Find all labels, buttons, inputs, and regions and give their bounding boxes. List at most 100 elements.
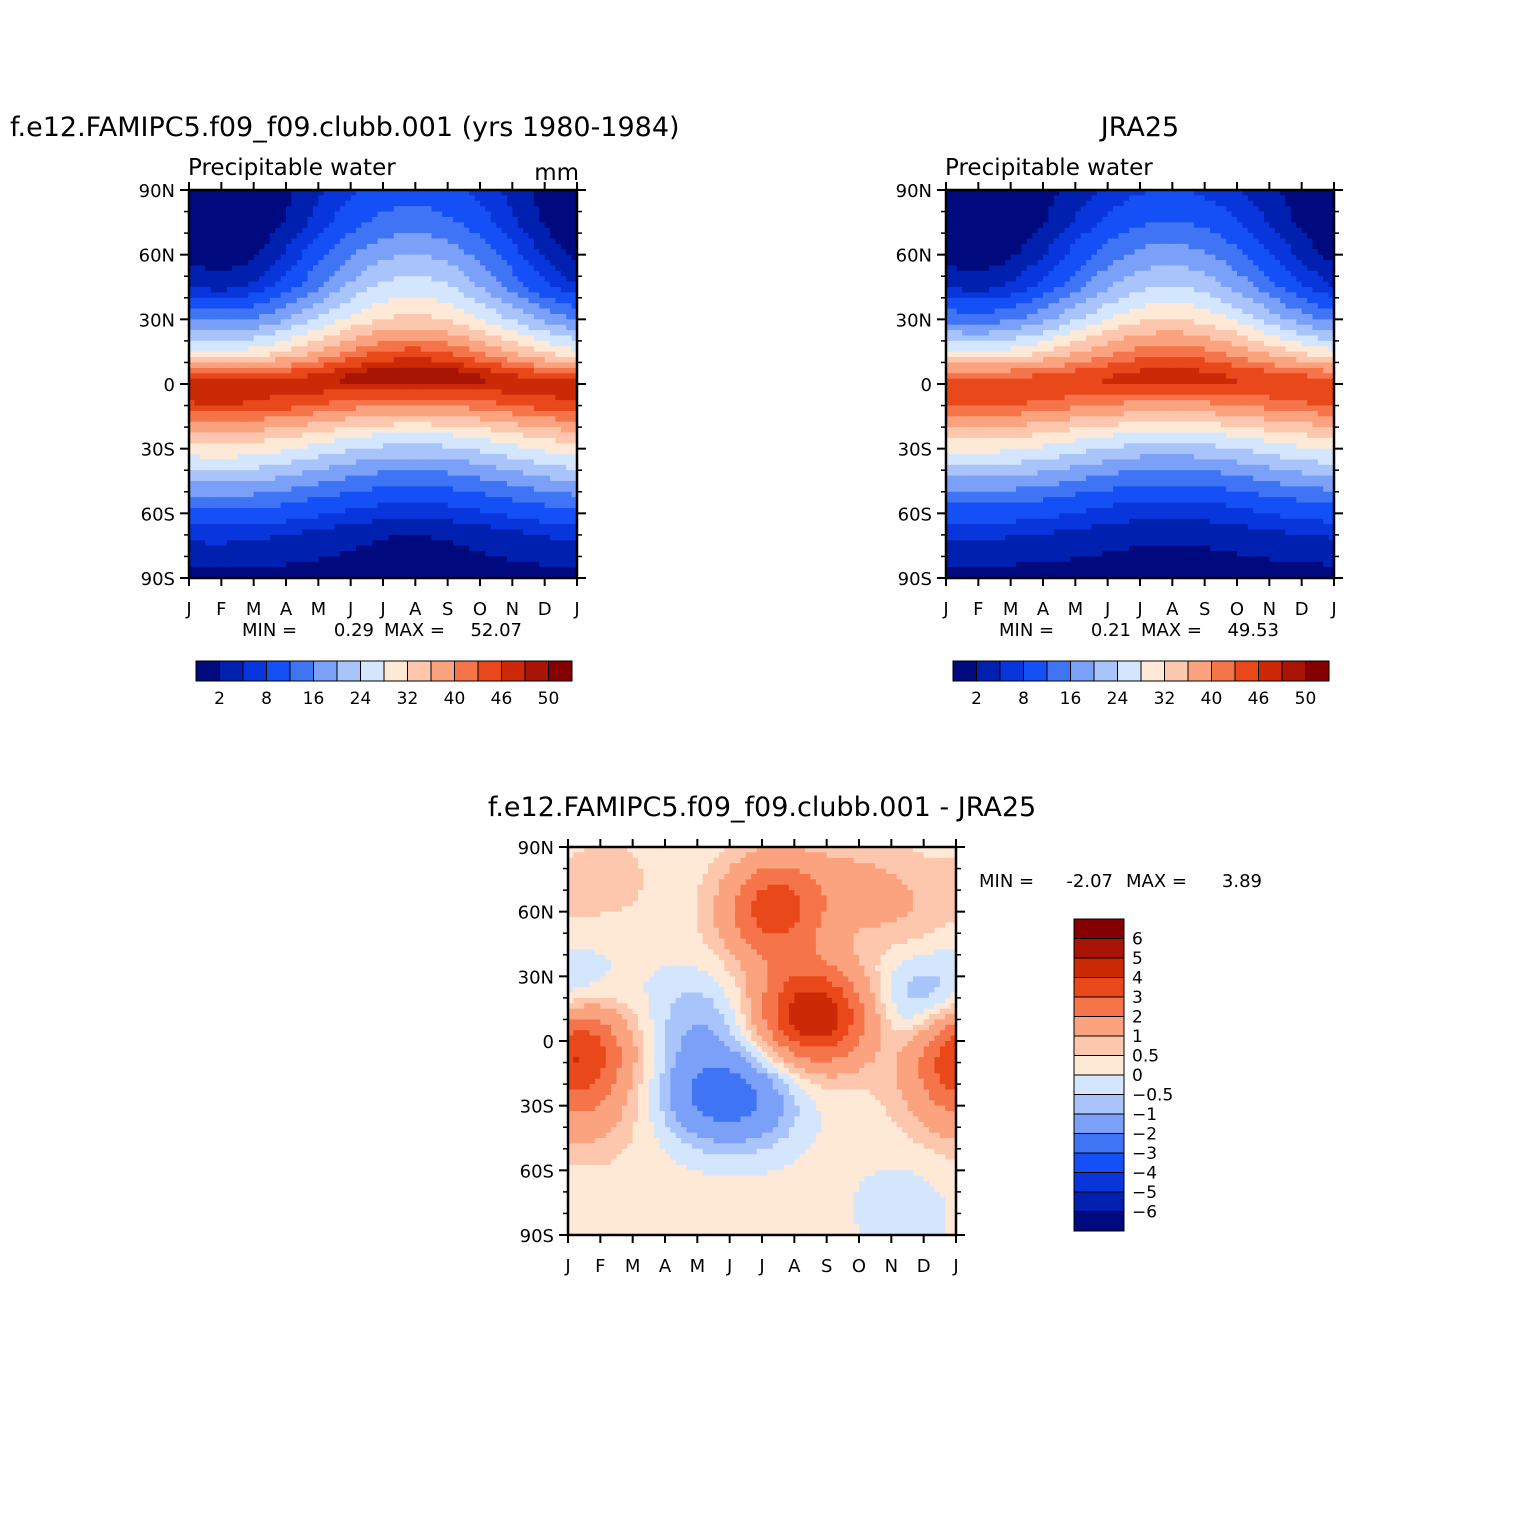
field-cell — [501, 556, 508, 563]
field-cell — [426, 502, 433, 509]
field-cell — [221, 389, 228, 396]
field-cell — [248, 394, 255, 401]
field-cell — [345, 195, 352, 202]
field-cell — [490, 227, 497, 234]
field-cell — [415, 287, 422, 293]
field-cell — [501, 243, 508, 250]
field-cell — [205, 556, 212, 563]
field-cell — [485, 491, 492, 498]
field-cell — [226, 373, 233, 380]
field-cell — [232, 216, 239, 223]
field-cell — [480, 502, 486, 509]
field-cell — [458, 270, 465, 277]
field-cell — [426, 319, 433, 326]
field-cell — [259, 249, 266, 256]
field-cell — [496, 470, 503, 477]
field-cell — [496, 389, 503, 396]
field-cell — [404, 502, 411, 509]
field-cell — [393, 459, 400, 466]
field-cell — [469, 340, 476, 347]
field-cell — [275, 276, 282, 283]
field-cell — [237, 443, 244, 450]
field-cell — [560, 351, 567, 358]
field-cell — [194, 529, 201, 536]
field-cell — [275, 432, 282, 439]
field-cell — [420, 454, 427, 461]
field-cell — [571, 281, 578, 288]
field-cell — [259, 464, 266, 471]
field-cell — [539, 513, 546, 520]
field-cell — [291, 351, 298, 358]
field-cell — [480, 287, 486, 293]
field-cell — [490, 448, 497, 455]
field-cell — [226, 206, 233, 213]
field-cell — [318, 432, 325, 439]
field-cell — [539, 346, 546, 353]
field-cell — [312, 238, 319, 245]
field-cell — [356, 454, 363, 461]
field-cell — [517, 400, 524, 407]
field-cell — [366, 529, 373, 536]
field-cell — [372, 276, 379, 283]
field-cell — [339, 362, 346, 369]
field-cell — [215, 265, 222, 272]
field-cell — [496, 303, 503, 310]
field-cell — [463, 545, 470, 552]
field-cell — [399, 524, 406, 531]
field-cell — [345, 233, 352, 240]
field-cell — [280, 540, 287, 547]
field-cell — [291, 211, 298, 218]
field-cell — [442, 249, 449, 256]
field-cell — [528, 243, 535, 250]
field-cell — [512, 222, 519, 229]
field-cell — [210, 195, 217, 202]
field-cell — [280, 443, 287, 450]
field-cell — [512, 243, 519, 250]
field-cell — [199, 373, 206, 380]
field-cell — [361, 362, 368, 369]
field-cell — [415, 540, 422, 547]
field-cell — [560, 362, 567, 369]
field-cell — [501, 470, 508, 477]
field-cell — [426, 346, 433, 353]
field-cell — [447, 308, 454, 315]
field-cell — [426, 448, 433, 455]
field-cell — [280, 206, 287, 213]
field-cell — [399, 319, 406, 326]
field-cell — [399, 362, 406, 369]
field-cell — [415, 529, 422, 536]
field-cell — [393, 551, 400, 558]
field-cell — [194, 400, 201, 407]
field-cell — [453, 502, 460, 509]
field-cell — [286, 313, 292, 320]
field-cell — [550, 373, 557, 380]
field-cell — [404, 206, 411, 213]
field-cell — [210, 432, 217, 439]
field-cell — [377, 513, 384, 520]
field-cell — [291, 222, 298, 229]
field-cell — [383, 222, 389, 229]
field-cell — [259, 292, 266, 299]
field-cell — [485, 513, 492, 520]
field-cell — [496, 486, 503, 493]
field-cell — [485, 265, 492, 272]
field-cell — [237, 454, 244, 461]
field-cell — [469, 249, 476, 256]
field-cell — [388, 410, 395, 417]
field-cell — [469, 292, 476, 299]
field-cell — [496, 308, 503, 315]
field-cell — [393, 200, 400, 207]
field-cell — [269, 410, 276, 417]
field-cell — [329, 265, 336, 272]
field-cell — [496, 373, 503, 380]
field-cell — [388, 287, 395, 293]
field-cell — [377, 222, 384, 229]
field-cell — [415, 373, 422, 380]
field-cell — [533, 378, 540, 385]
field-cell — [409, 394, 416, 401]
field-cell — [312, 378, 319, 385]
field-cell — [555, 200, 562, 207]
field-cell — [544, 421, 551, 428]
field-cell — [544, 394, 551, 401]
field-cell — [528, 227, 535, 234]
